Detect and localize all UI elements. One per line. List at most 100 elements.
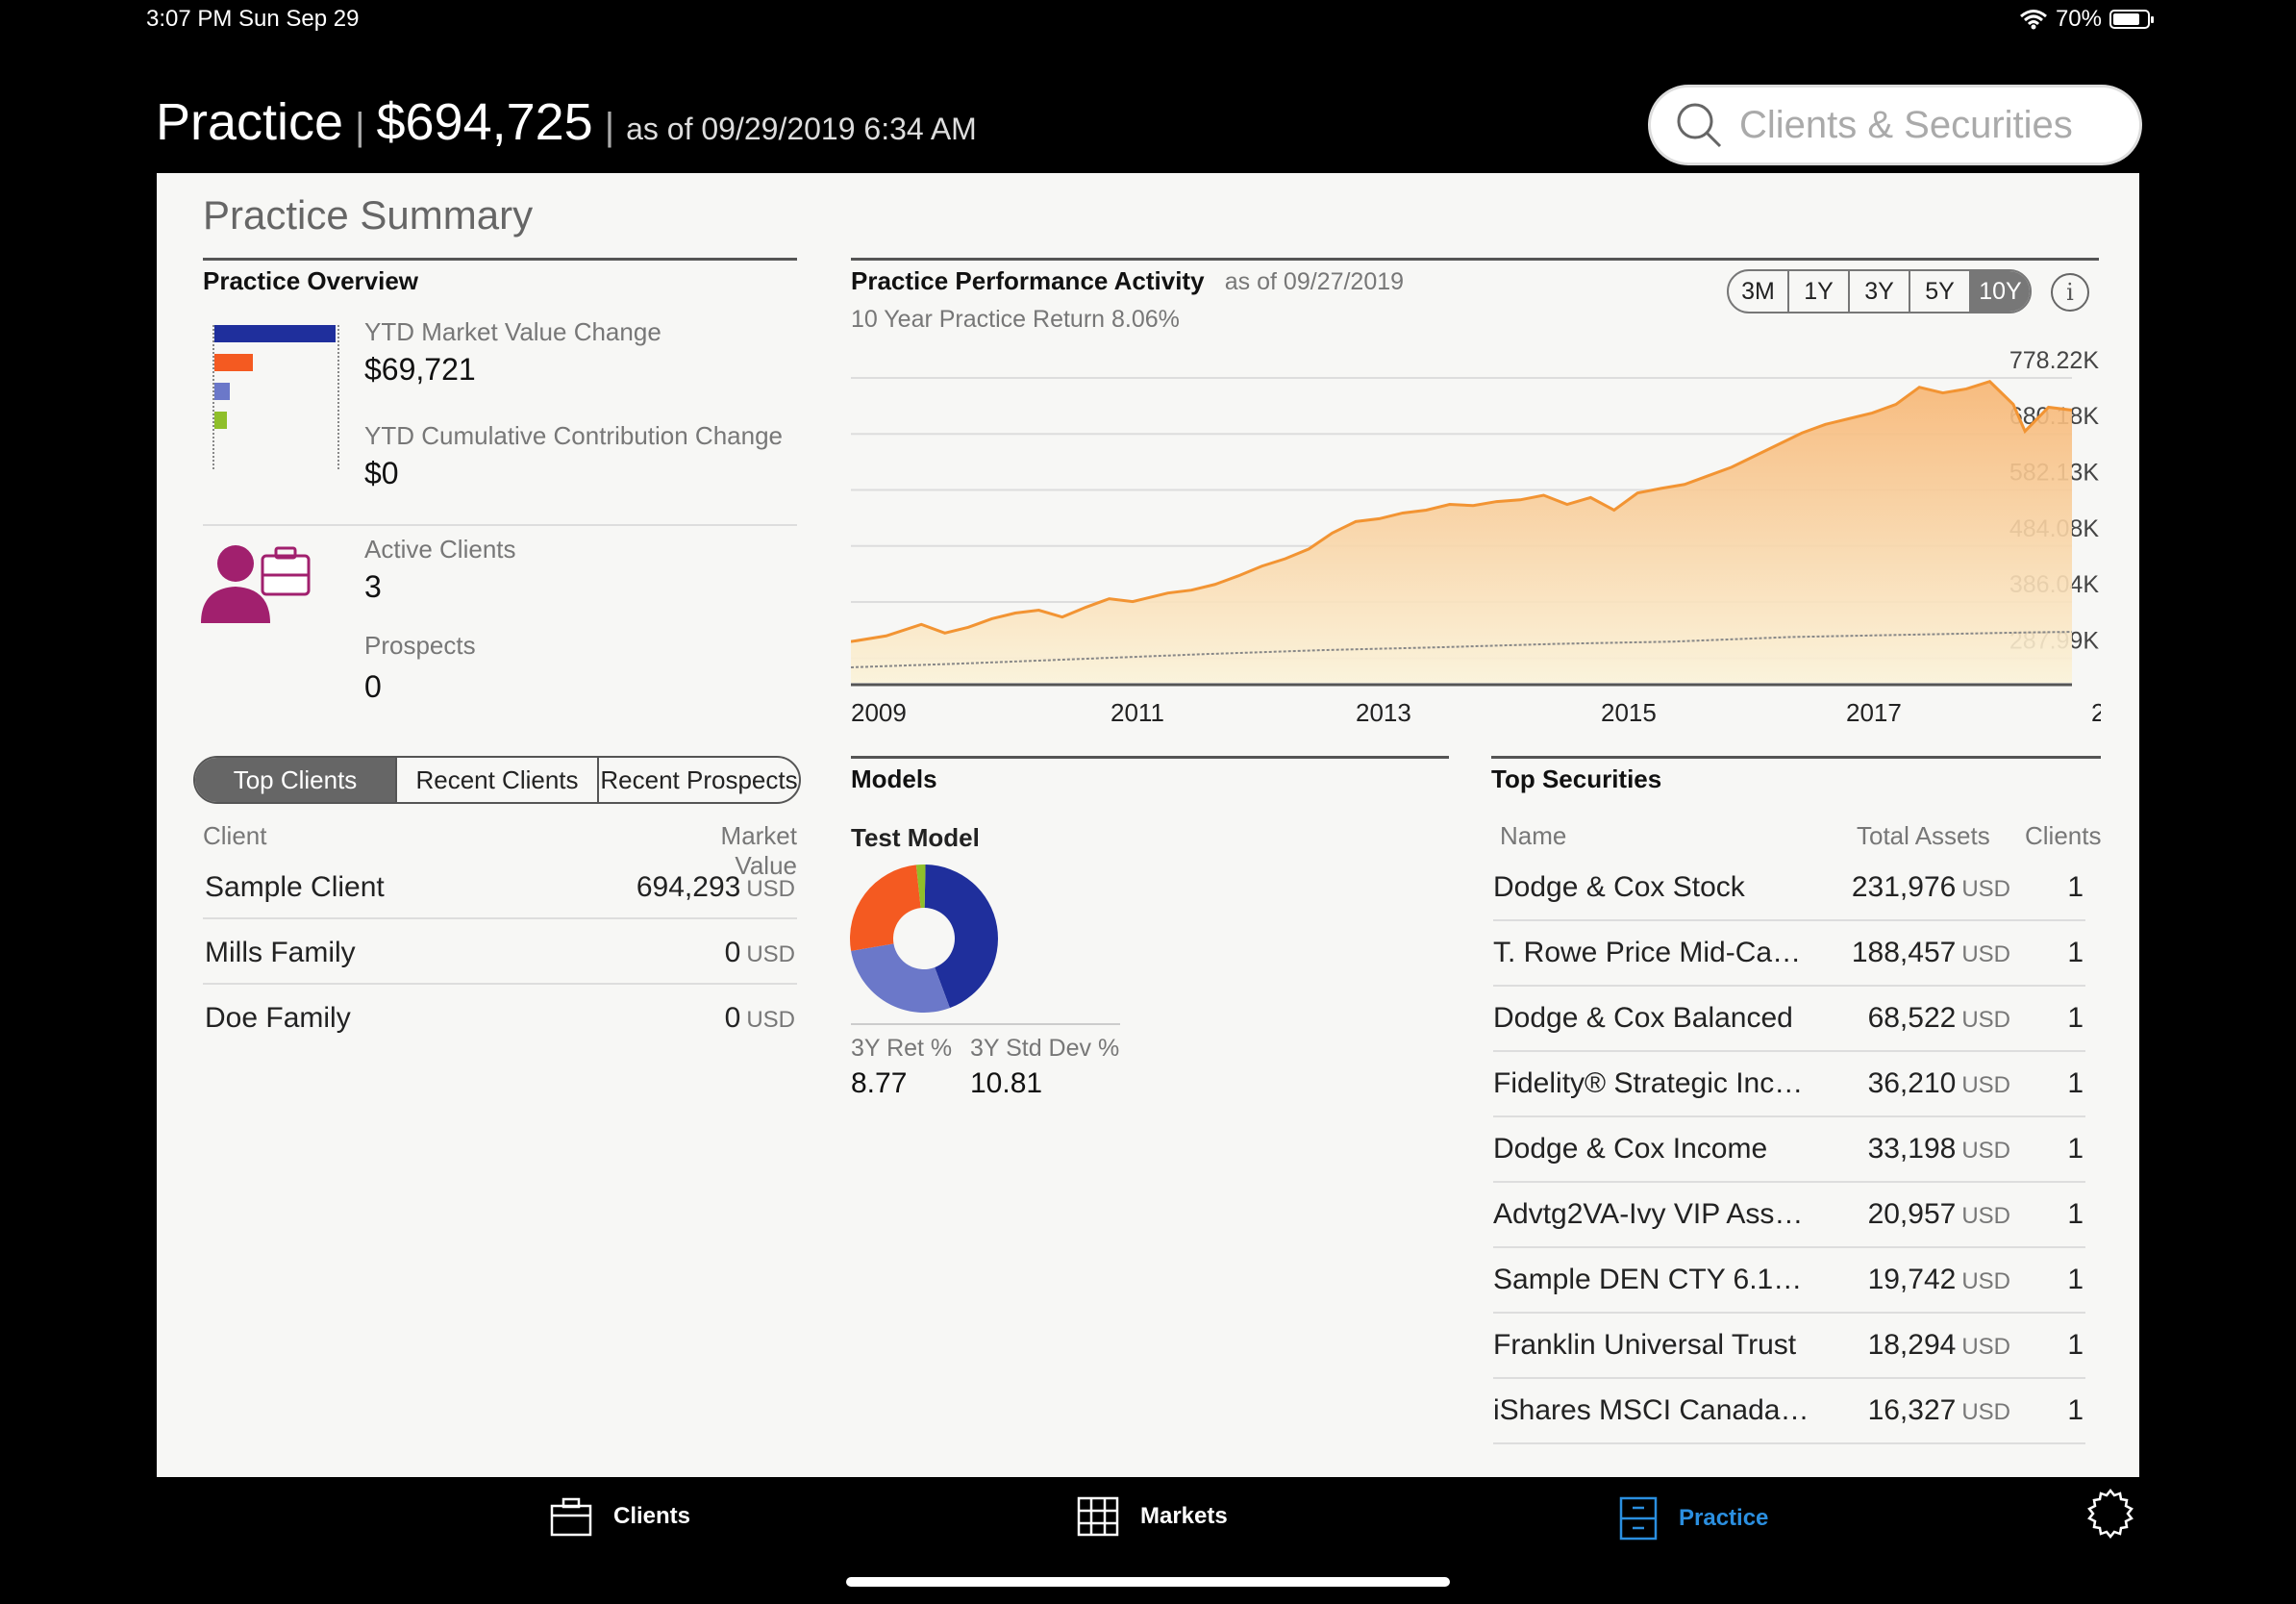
client-row[interactable]: Mills Family 0 USD — [203, 921, 797, 985]
security-row[interactable]: Fidelity® Strategic Income 36,210 USD 1 — [1493, 1052, 2085, 1117]
client-row[interactable]: Doe Family 0 USD — [203, 987, 797, 1050]
briefcase-icon — [550, 1497, 592, 1537]
col-market-value-header: Market Value — [720, 821, 797, 880]
security-name: Dodge & Cox Stock — [1493, 871, 1745, 903]
security-name: Dodge & Cox Balanced — [1493, 1002, 1793, 1034]
donut-slice — [851, 943, 950, 1013]
col-client-header: Client — [203, 821, 267, 850]
security-name: iShares MSCI Canada ETF — [1493, 1394, 1810, 1426]
security-clients: 1 — [2067, 1067, 2084, 1099]
security-clients: 1 — [2067, 1198, 2084, 1230]
security-clients: 1 — [2067, 1133, 2084, 1165]
status-time: 3:07 PM Sun Sep 29 — [146, 6, 360, 32]
range-selector: 3M 1Y 3Y 5Y 10Y — [1727, 269, 2032, 313]
practice-summary-panel: Practice Summary Practice Overview YTD M… — [157, 173, 2139, 1477]
three-year-std-dev-value: 10.81 — [970, 1067, 1043, 1099]
ytd-contribution-label: YTD Cumulative Contribution Change — [364, 421, 783, 450]
nav-practice[interactable]: Practice — [1619, 1496, 1768, 1541]
overview-bar — [214, 412, 227, 429]
security-name: Franklin Universal Trust — [1493, 1329, 1797, 1361]
nav-practice-label: Practice — [1679, 1505, 1769, 1531]
performance-heading-bar: Practice Performance Activity as of 09/2… — [851, 258, 2099, 296]
range-1y-button[interactable]: 1Y — [1789, 271, 1850, 312]
title-divider: | — [355, 106, 365, 148]
security-row[interactable]: Advtg2VA-Ivy VIP Asset… 20,957 USD 1 — [1493, 1183, 2085, 1248]
security-clients: 1 — [2067, 1264, 2084, 1295]
security-row[interactable]: Dodge & Cox Income 33,198 USD 1 — [1493, 1117, 2085, 1183]
tab-top-clients[interactable]: Top Clients — [195, 758, 397, 802]
donut-slice — [924, 865, 998, 1009]
model-donut-chart[interactable] — [847, 862, 1001, 1015]
y-tick-label: 778.22K — [2009, 347, 2099, 374]
ytd-market-value-label: YTD Market Value Change — [364, 317, 661, 346]
security-assets: 68,522 USD — [1867, 1002, 2010, 1034]
donut-slice — [915, 865, 926, 909]
three-year-return-label: 3Y Ret % — [851, 1035, 953, 1062]
page-title: Practice — [156, 93, 344, 151]
range-3m-button[interactable]: 3M — [1729, 271, 1789, 312]
three-year-return-value: 8.77 — [851, 1067, 908, 1099]
three-year-std-dev-label: 3Y Std Dev % — [970, 1035, 1120, 1062]
overview-bar-chart — [212, 325, 339, 469]
search-box[interactable] — [1648, 85, 2142, 165]
prospects-value: 0 — [364, 669, 382, 704]
home-indicator[interactable] — [846, 1577, 1450, 1587]
cabinet-icon — [1619, 1496, 1658, 1541]
range-10y-button[interactable]: 10Y — [1971, 271, 2030, 312]
security-row[interactable]: T. Rowe Price Mid-Cap… 188,457 USD 1 — [1493, 921, 2085, 987]
security-row[interactable]: iShares MSCI Canada ETF 16,327 USD 1 — [1493, 1379, 2085, 1444]
overview-divider — [203, 524, 797, 526]
security-assets: 188,457 USD — [1851, 937, 2010, 968]
search-icon — [1677, 103, 1722, 148]
x-tick-label: 2013 — [1356, 698, 1411, 727]
range-5y-button[interactable]: 5Y — [1910, 271, 1971, 312]
client-name: Doe Family — [205, 1002, 351, 1034]
model-name: Test Model — [851, 823, 980, 852]
top-securities-heading: Top Securities — [1491, 756, 2101, 794]
col-clients-header: Clients — [2025, 821, 2102, 850]
contribution-line — [851, 631, 2073, 668]
security-name: Fidelity® Strategic Income — [1493, 1067, 1810, 1099]
security-row[interactable]: Sample DEN CTY 6.125… 19,742 USD 1 — [1493, 1248, 2085, 1314]
security-clients: 1 — [2067, 1329, 2084, 1361]
col-total-assets-header: Total Assets — [1857, 821, 1990, 850]
nav-clients[interactable]: Clients — [550, 1496, 690, 1537]
security-row[interactable]: Dodge & Cox Balanced 68,522 USD 1 — [1493, 987, 2085, 1052]
security-row[interactable]: Dodge & Cox Stock 231,976 USD 1 — [1493, 856, 2085, 921]
x-tick-label: 2019 — [2091, 698, 2101, 727]
total-value: $694,725 — [376, 93, 593, 151]
search-input[interactable] — [1737, 102, 2126, 148]
bottom-nav: Clients Markets Practice — [0, 1479, 2296, 1604]
x-tick-label: 2011 — [1111, 698, 1164, 727]
bar-axis-right — [337, 325, 339, 469]
tab-recent-prospects[interactable]: Recent Prospects — [600, 764, 798, 794]
security-assets: 36,210 USD — [1867, 1067, 2010, 1099]
info-icon[interactable]: i — [2051, 273, 2089, 312]
client-name: Sample Client — [205, 871, 385, 903]
bar-axis — [212, 325, 214, 469]
tab-recent-clients[interactable]: Recent Clients — [397, 758, 599, 802]
ytd-market-value: $69,721 — [364, 352, 476, 387]
wifi-icon — [2019, 10, 2047, 30]
clients-briefcase-icon — [201, 545, 311, 623]
client-tabs: Top Clients Recent Clients Recent Prospe… — [193, 756, 801, 804]
nav-markets[interactable]: Markets — [1077, 1496, 1228, 1537]
prospects-label: Prospects — [364, 631, 476, 660]
nav-markets-label: Markets — [1140, 1503, 1228, 1529]
security-clients: 1 — [2067, 1394, 2084, 1426]
client-row[interactable]: Sample Client 694,293 USD — [203, 856, 797, 919]
security-name: Sample DEN CTY 6.125… — [1493, 1264, 1810, 1295]
security-row[interactable]: Franklin Universal Trust 18,294 USD 1 — [1493, 1314, 2085, 1379]
overview-bar — [214, 325, 336, 342]
range-3y-button[interactable]: 3Y — [1850, 271, 1910, 312]
security-assets: 18,294 USD — [1867, 1329, 2010, 1361]
security-assets: 231,976 USD — [1851, 871, 2010, 903]
status-bar: 3:07 PM Sun Sep 29 70% — [0, 0, 2296, 38]
grid-icon — [1077, 1496, 1119, 1537]
settings-gear-icon[interactable] — [2084, 1487, 2136, 1539]
donut-slice — [850, 865, 921, 951]
title-divider-2: | — [604, 106, 615, 148]
overview-bar — [214, 354, 254, 371]
status-right: 70% — [2019, 6, 2154, 33]
col-name-header: Name — [1500, 821, 1567, 850]
